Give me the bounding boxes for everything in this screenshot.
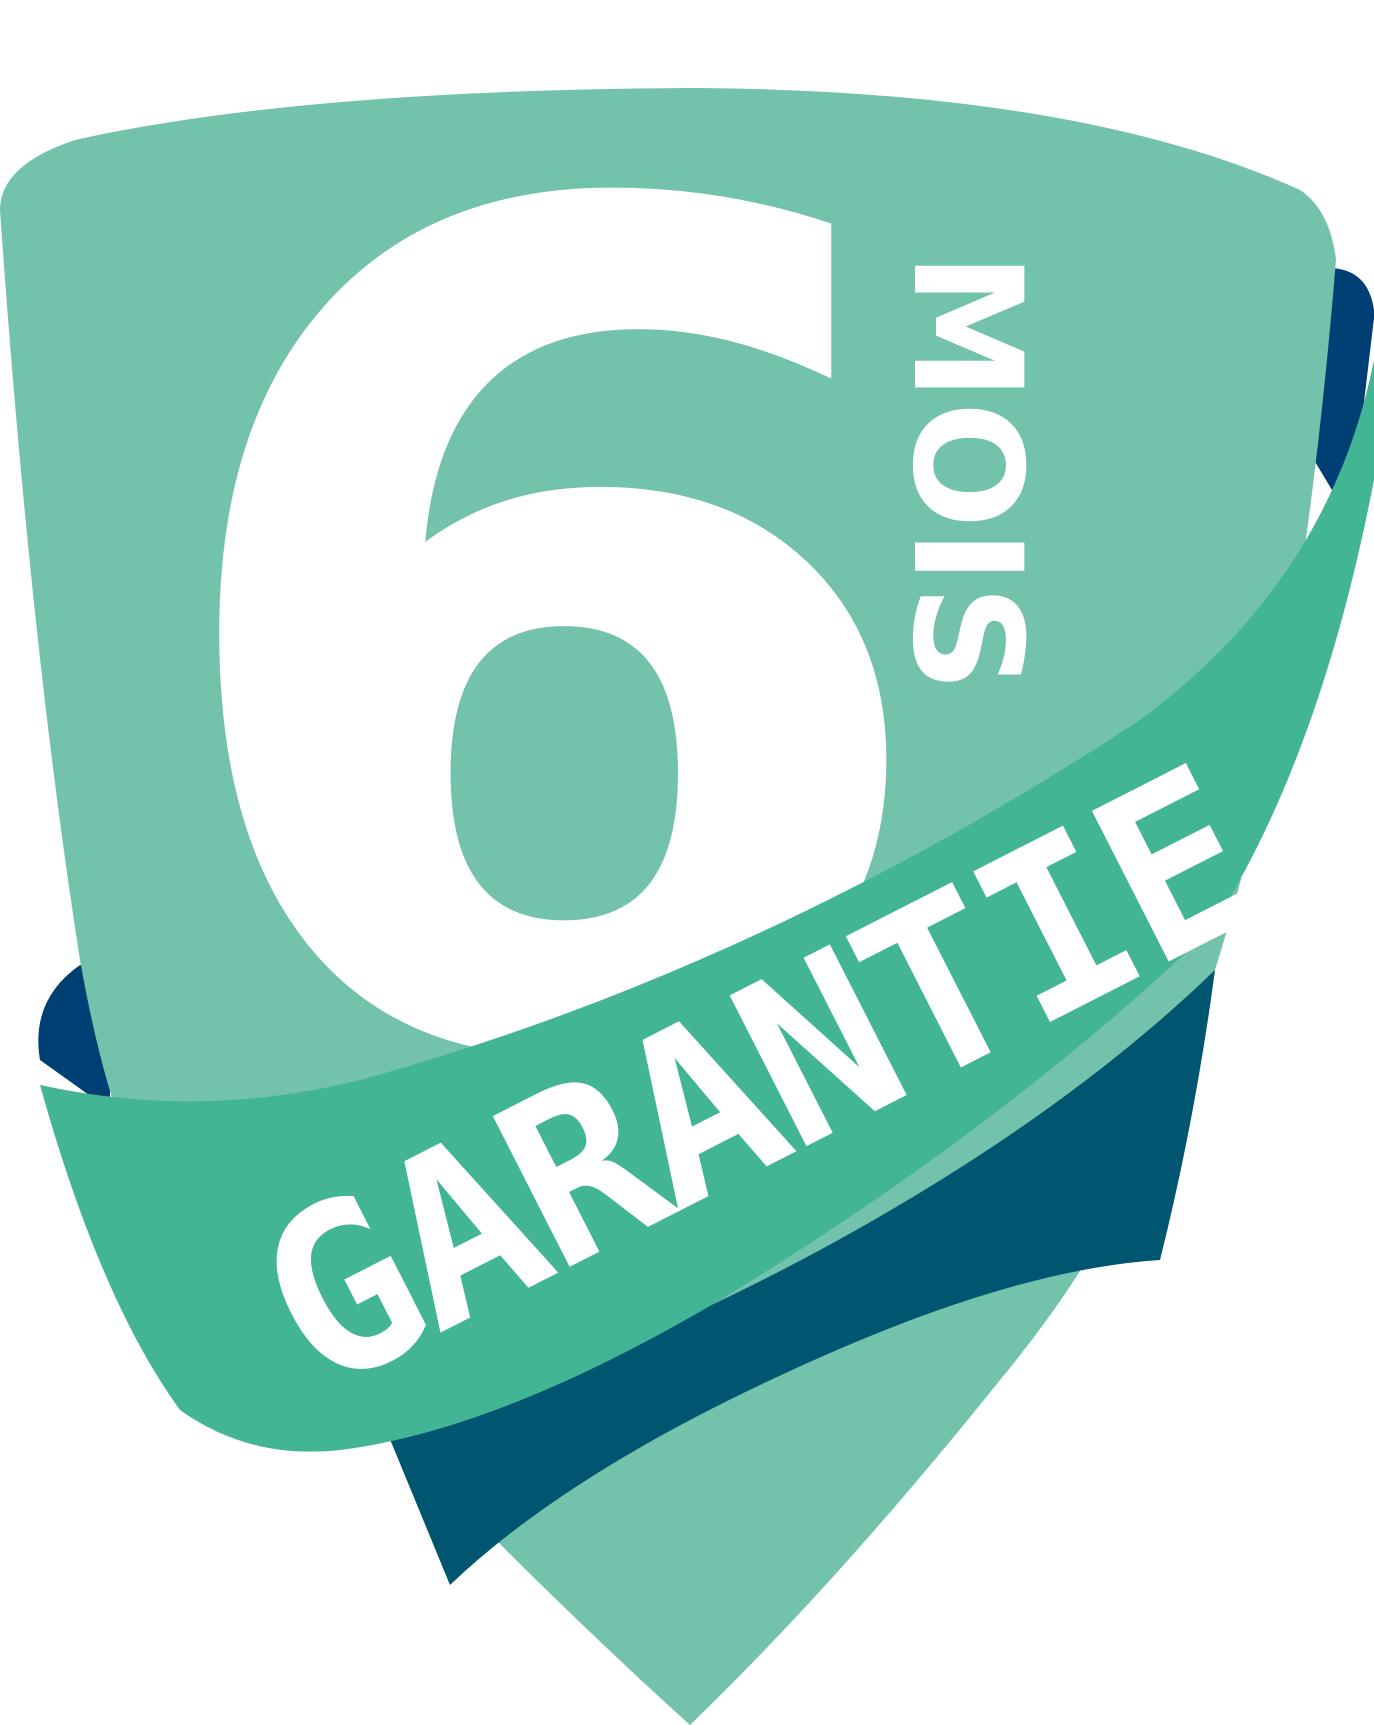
warranty-unit: MOIS: [879, 252, 1053, 693]
ribbon-dark-band: [380, 970, 1215, 1585]
ribbon: [40, 360, 1374, 1452]
